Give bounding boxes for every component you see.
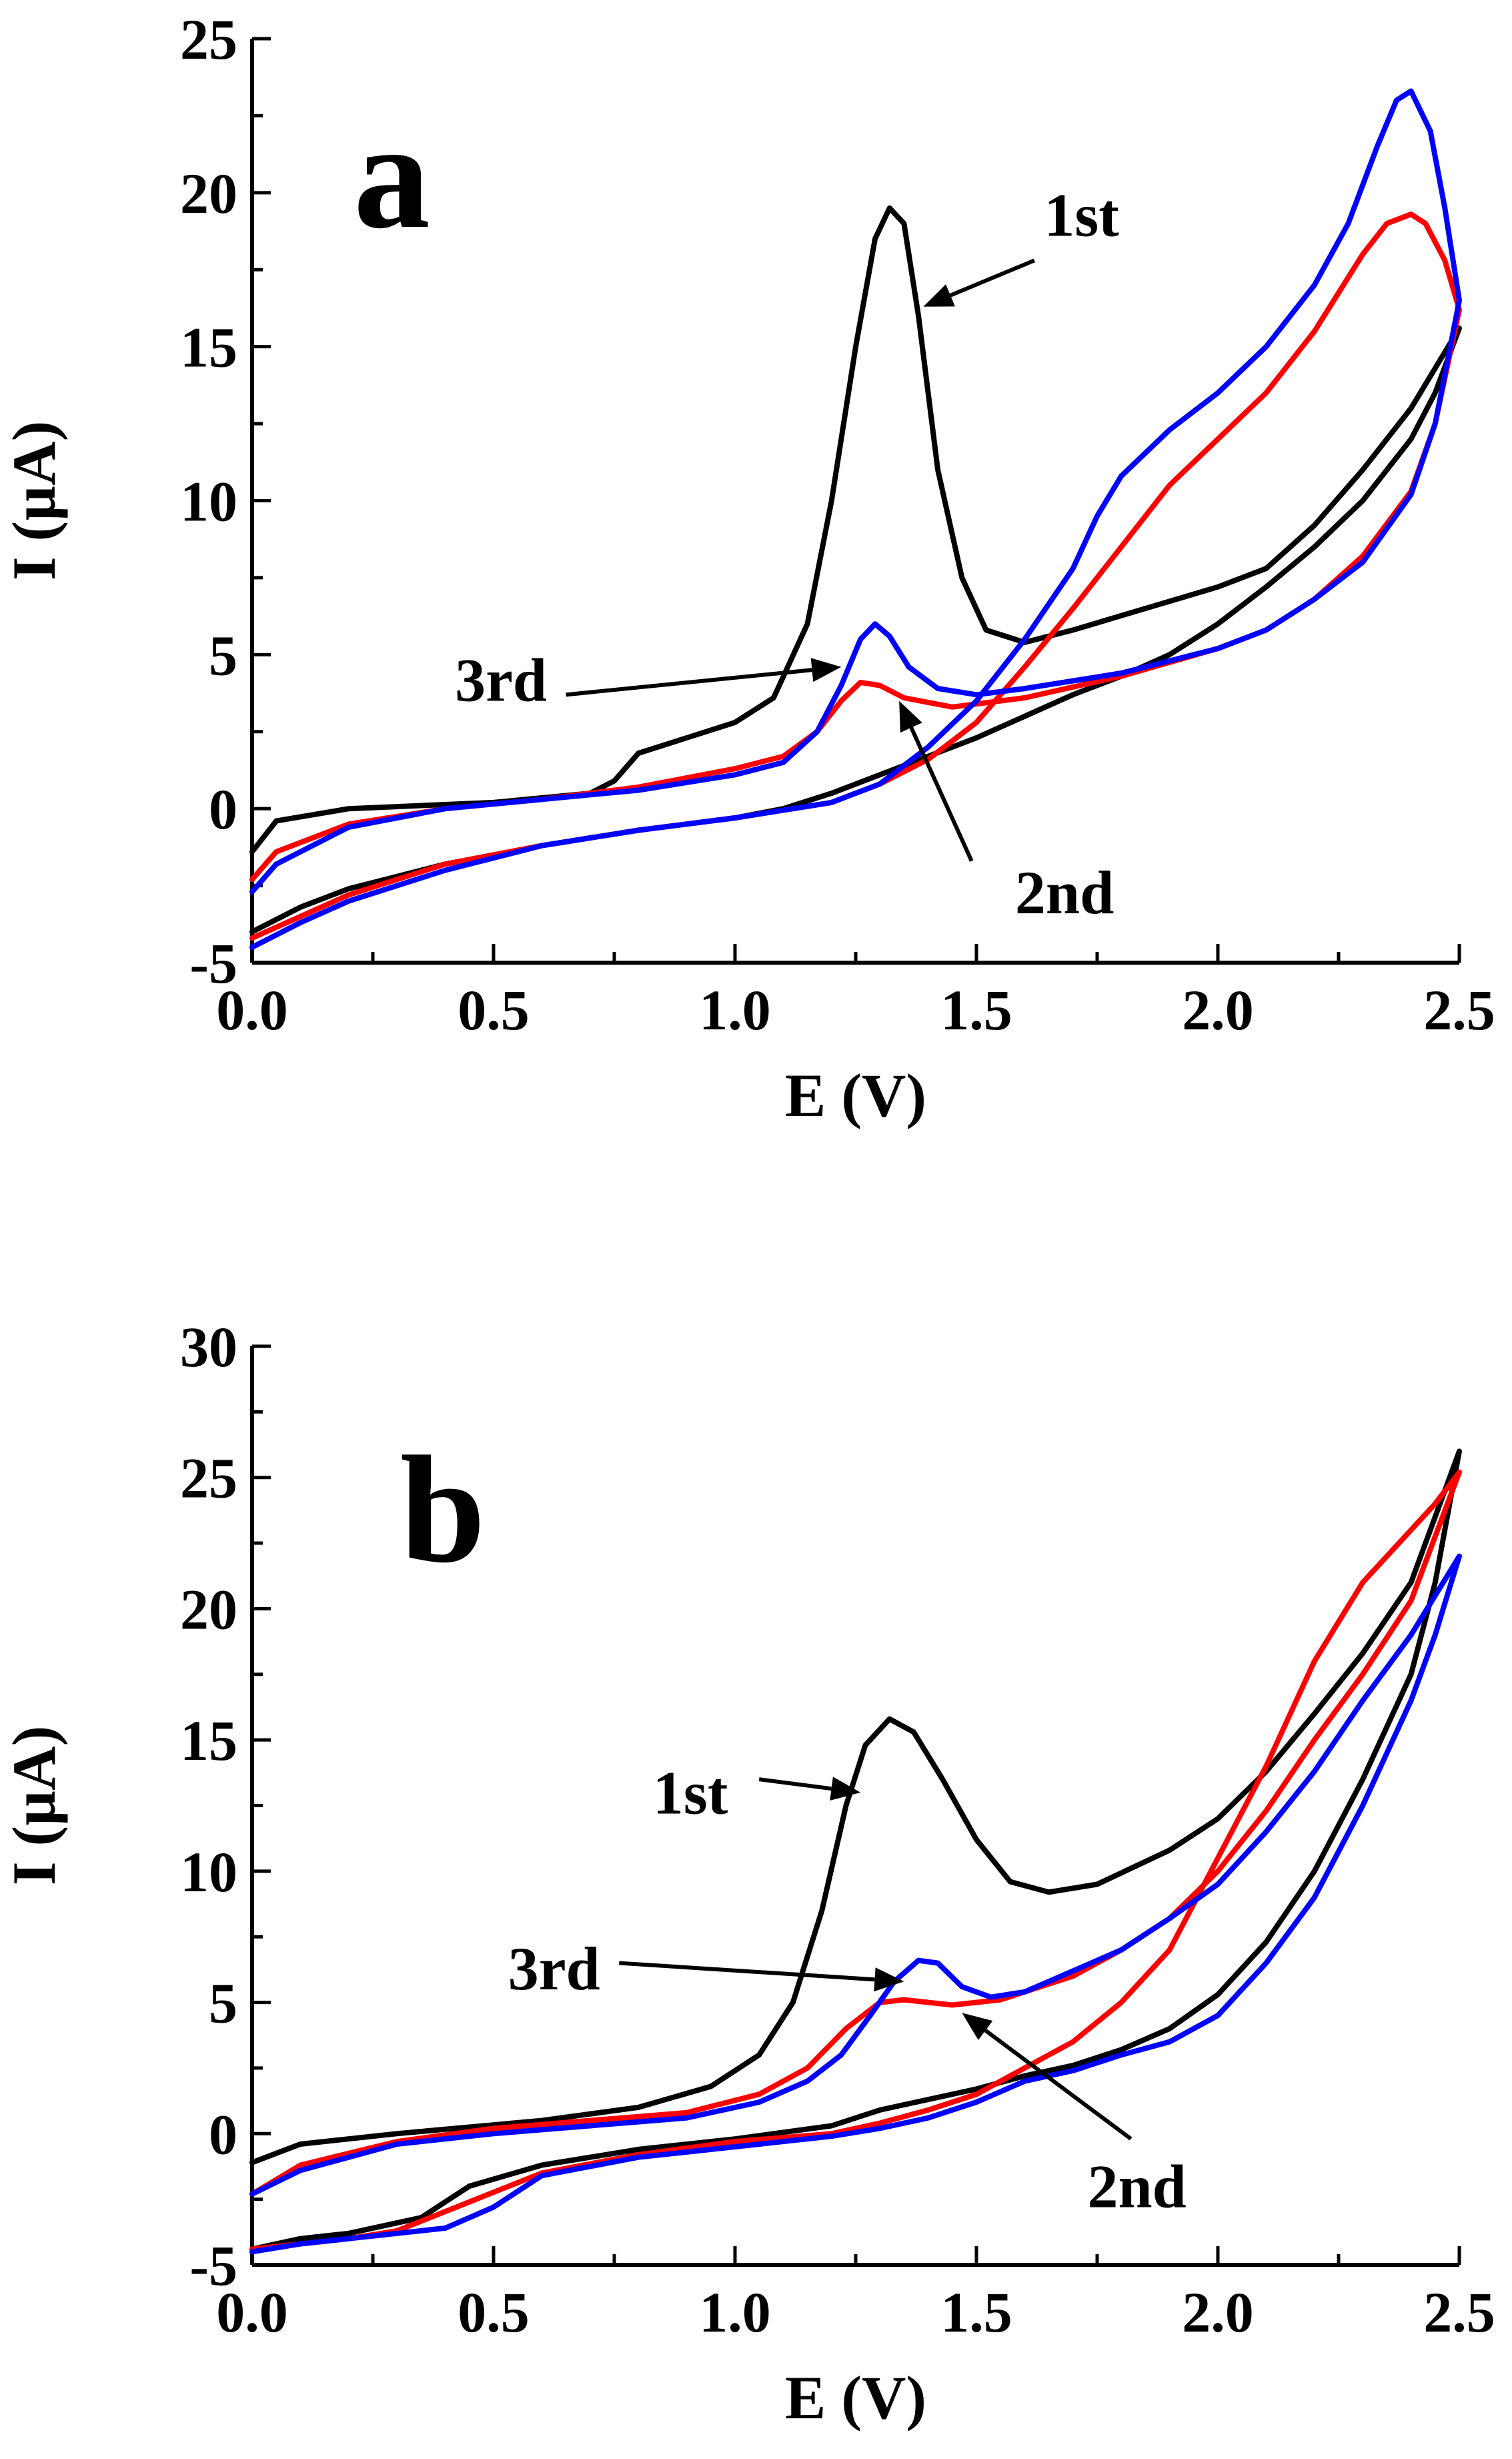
annotation-label-1st: 1st [1044, 181, 1119, 249]
y-tick-label: 0 [209, 777, 237, 841]
x-tick-label: 2.0 [1182, 978, 1254, 1042]
x-tick-label: 2.5 [1423, 978, 1495, 1042]
series-3rd-curve [249, 88, 1462, 950]
y-tick-label: 30 [180, 1315, 237, 1379]
y-tick-label: 25 [180, 7, 237, 71]
y-tick-label: 20 [180, 161, 237, 225]
annotation-arrow-3rd [566, 668, 812, 697]
annotation-arrow-2nd [909, 726, 974, 862]
x-tick-label: 0.0 [216, 978, 288, 1042]
x-tick-label: 1.0 [699, 978, 771, 1042]
annotation-label-1st: 1st [653, 1759, 728, 1827]
annotation-arrowhead-1st [830, 1777, 861, 1801]
annotation-label-3rd: 3rd [508, 1935, 600, 2003]
y-tick-label: 25 [180, 1446, 237, 1510]
annotation-arrowhead-2nd [962, 2013, 993, 2041]
x-tick-label: 1.0 [699, 2280, 771, 2344]
y-tick-label: 15 [180, 316, 237, 380]
y-tick-label: 5 [209, 1971, 237, 2035]
annotation-arrow-1st [758, 1777, 832, 1791]
annotation-label-2nd: 2nd [1015, 859, 1114, 927]
annotation-label-3rd: 3rd [455, 646, 547, 714]
series-1st-curve [249, 1448, 1462, 2252]
y-tick-label: -5 [189, 931, 237, 995]
annotation-arrow-2nd [984, 2029, 1132, 2141]
x-tick-label: 0.5 [458, 2280, 530, 2344]
annotation-arrow-1st [949, 258, 1036, 298]
x-axis-title: E (V) [785, 1061, 926, 1129]
x-tick-label: 1.5 [940, 2280, 1012, 2344]
x-axis-title: E (V) [785, 2364, 926, 2432]
annotation-arrowhead-1st [923, 284, 955, 307]
annotation-arrow-3rd [619, 1961, 875, 1982]
y-tick-label: 15 [180, 1708, 237, 1773]
y-tick-label: 5 [209, 623, 237, 687]
panel-a: 0.0 0.5 1.0 1.5 2.0 2.5 -5 0 5 10 15 20 25 E (V) I (µA… [0, 7, 1495, 1129]
panel-letter: a [353, 90, 430, 260]
x-tick-label: 0.5 [458, 978, 530, 1042]
x-tick-label: 0.0 [216, 2280, 288, 2344]
series-1st-curve [249, 205, 1462, 935]
x-tick-label: 2.0 [1182, 2280, 1254, 2344]
y-axis-title: I (µA) [0, 1726, 68, 1886]
annotation-arrowhead-3rd [810, 658, 842, 682]
annotation-arrowhead-3rd [874, 1967, 904, 1992]
y-tick-label: 10 [180, 470, 237, 534]
series-2nd-curve [249, 1469, 1462, 2252]
panel-letter: b [400, 1424, 486, 1594]
y-tick-label: 20 [180, 1577, 237, 1641]
y-tick-label: 10 [180, 1840, 237, 1904]
y-tick-label: 0 [209, 2102, 237, 2166]
annotation-arrowhead-2nd [899, 700, 922, 733]
series-3rd-curve [249, 1553, 1462, 2255]
annotation-label-2nd: 2nd [1088, 2152, 1187, 2220]
y-tick-label: -5 [189, 2234, 237, 2298]
y-axis-title: I (µA) [0, 421, 68, 581]
panel-b: 0.0 0.5 1.0 1.5 2.0 2.5 -5 0 5 10 15 20 25 30 E (V) I (… [0, 1315, 1495, 2432]
x-tick-label: 1.5 [940, 978, 1012, 1042]
x-tick-label: 2.5 [1423, 2280, 1495, 2344]
